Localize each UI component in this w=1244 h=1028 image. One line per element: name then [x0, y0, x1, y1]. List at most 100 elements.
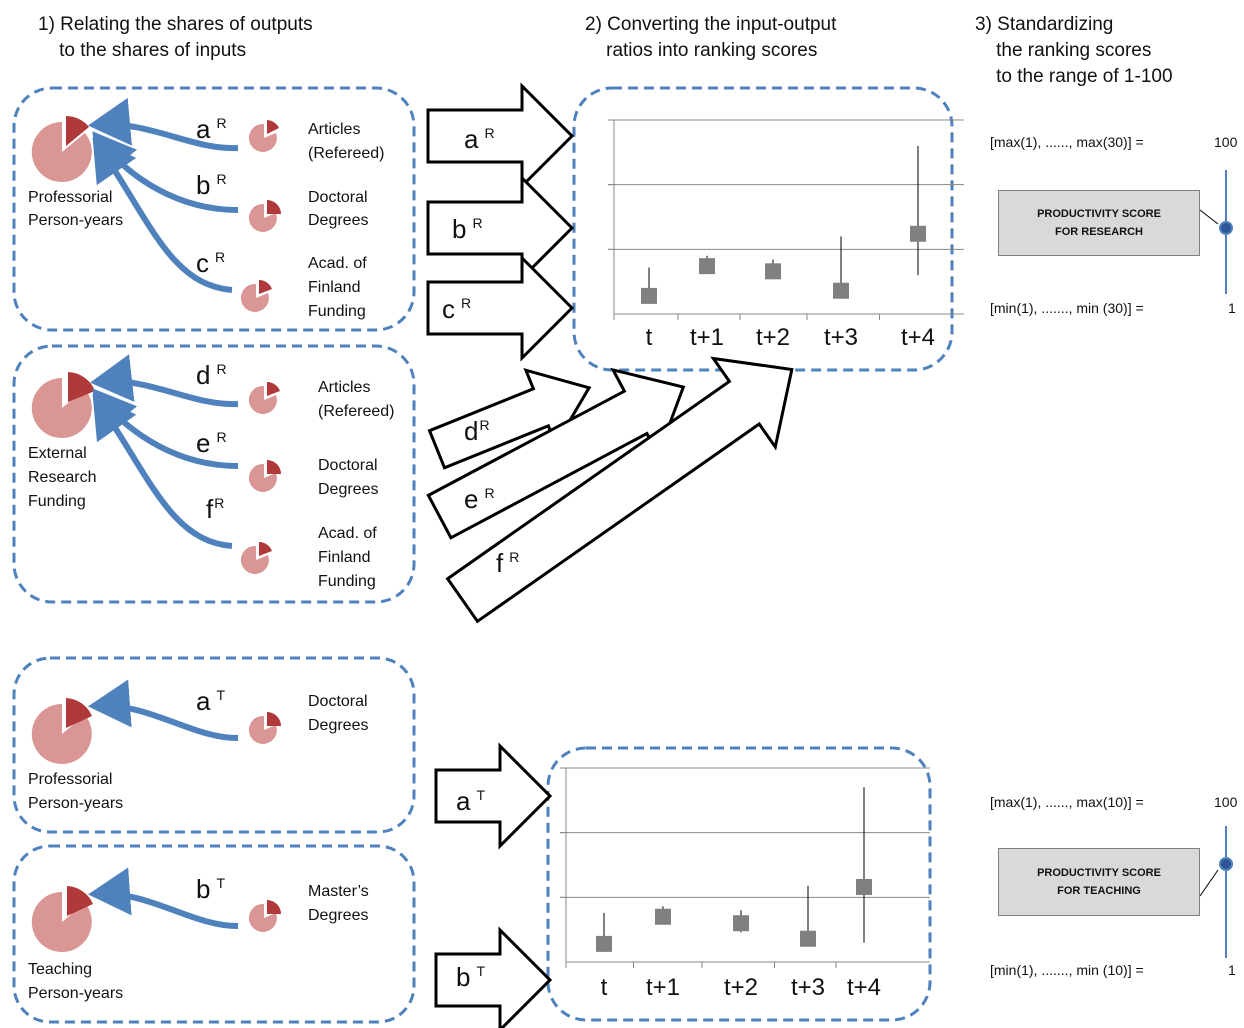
- input-label-professorial-t-1: Professorial: [28, 771, 113, 788]
- teaching-x-tick-label-2: t+2: [723, 974, 759, 1001]
- pie-icon-professorial-teaching: [31, 698, 92, 764]
- output-academy2-2: Finland: [318, 549, 371, 566]
- output-masters-1: Master’s: [308, 883, 369, 900]
- output-articles-1: Articles: [308, 121, 361, 138]
- teaching-data-point-1: [655, 908, 671, 925]
- curved-arrows: [88, 97, 239, 929]
- research-scale-min-value: 1: [1228, 300, 1236, 316]
- research-data-point-0: [641, 287, 657, 304]
- teaching-data-point-4: [856, 878, 872, 895]
- teaching-score-knob: [1219, 857, 1233, 871]
- pie-icon-academy-funding-2: [240, 542, 272, 574]
- research-scale-min-label: [min(1), ......., min (30)] =: [990, 300, 1144, 316]
- teaching-productivity-score-box: PRODUCTIVITY SCORE FOR TEACHING: [998, 848, 1200, 916]
- pie-icon-external-funding: [31, 372, 95, 438]
- research-chart: [608, 119, 964, 320]
- research-group1-frame: [12, 86, 416, 332]
- teaching-data-point-0: [596, 935, 612, 952]
- research-score-knob: [1219, 221, 1233, 235]
- research-data-point-4: [910, 225, 926, 242]
- curve-arrow-f-r: [92, 394, 233, 549]
- link-label-f-r: fR: [206, 494, 225, 524]
- step1-header-line1: 1) Relating the shares of outputs: [38, 14, 313, 35]
- curve-arrow-a-r: [88, 97, 239, 152]
- input-label-teaching-2: Person-years: [28, 985, 124, 1002]
- curve-arrow-c-r: [92, 137, 233, 293]
- block-arrow-b-t: [434, 926, 553, 1028]
- research-data-point-1: [699, 258, 715, 275]
- pie-icon-teaching-personyears: [31, 886, 93, 952]
- pie-icon-doctoral-2: [248, 460, 281, 492]
- input-label-professorial-t-2: Person-years: [28, 795, 124, 812]
- input-label-professorial-r-2: Person-years: [28, 212, 124, 229]
- output-doctoral-2: Degrees: [308, 212, 369, 229]
- teaching-scale-max-value: 100: [1214, 794, 1238, 810]
- output-academy-3: Funding: [308, 303, 366, 320]
- block-arrows: [426, 82, 794, 1028]
- research-data-point-3: [833, 282, 849, 299]
- output-doctoral-t-2: Degrees: [308, 717, 369, 734]
- output-doctoral-t-1: Doctoral: [308, 693, 368, 710]
- input-label-external-3: Funding: [28, 493, 86, 510]
- teaching-x-tick-label-4: t+4: [846, 974, 882, 1001]
- teaching-group1-frame: [12, 656, 416, 834]
- block-arrow-a-r: [426, 82, 575, 190]
- teaching-scale-max-label: [max(1), ......, max(10)] =: [990, 794, 1144, 810]
- output-doctoral2-1: Doctoral: [318, 457, 378, 474]
- teaching-data-point-3: [800, 930, 816, 947]
- output-articles-2: (Refereed): [308, 145, 385, 162]
- pie-icon-doctoral-teaching: [248, 712, 281, 744]
- step3-header-line3: to the range of 1-100: [975, 66, 1173, 87]
- research-scale-max-value: 100: [1214, 134, 1238, 150]
- teaching-chart-frame: [546, 746, 932, 1022]
- teaching-x-tick-label-1: t+1: [645, 974, 681, 1001]
- research-group2-frame: [12, 344, 416, 604]
- research-data-point-2: [765, 263, 781, 280]
- curve-arrow-a-t: [88, 679, 239, 741]
- output-articles2-2: (Refereed): [318, 403, 395, 420]
- research-chart-frame: [572, 86, 954, 372]
- teaching-scale-bar: [1199, 826, 1227, 958]
- block-arrow-d-r-shape: [427, 367, 592, 470]
- output-doctoral2-2: Degrees: [318, 481, 379, 498]
- teaching-chart: [560, 767, 930, 968]
- pie-icon-doctoral: [248, 200, 281, 232]
- output-masters-2: Degrees: [308, 907, 369, 924]
- input-label-teaching-1: Teaching: [28, 961, 93, 978]
- arrow-label-d-r: dR: [464, 416, 490, 446]
- input-label-external-1: External: [28, 445, 87, 462]
- block-arrow-b-r: [426, 174, 575, 282]
- research-productivity-score-box: PRODUCTIVITY SCORE FOR RESEARCH: [998, 190, 1200, 256]
- pie-icon-articles: [248, 120, 279, 152]
- output-articles2-1: Articles: [318, 379, 371, 396]
- output-academy-1: Acad. of: [308, 255, 367, 272]
- output-academy2-3: Funding: [318, 573, 376, 590]
- output-academy2-1: Acad. of: [318, 525, 377, 542]
- teaching-x-tick-label-0: t: [600, 974, 608, 1001]
- step3-header-line2: the ranking scores: [975, 40, 1152, 61]
- curve-arrow-b-t: [88, 867, 239, 929]
- pie-icon-masters: [248, 900, 281, 932]
- pie-icon-professorial-research: [31, 116, 92, 182]
- block-arrow-f-r-shape: [445, 356, 794, 624]
- block-arrow-c-r: [426, 254, 575, 362]
- teaching-data-point-2: [733, 915, 749, 932]
- research-x-tick-label-3: t+3: [823, 324, 859, 351]
- output-doctoral-1: Doctoral: [308, 189, 368, 206]
- research-scale-max-label: [max(1), ......, max(30)] =: [990, 134, 1144, 150]
- research-x-tick-label-4: t+4: [900, 324, 936, 351]
- research-x-tick-label-2: t+2: [755, 324, 791, 351]
- step1-header-line2: to the shares of inputs: [38, 40, 247, 61]
